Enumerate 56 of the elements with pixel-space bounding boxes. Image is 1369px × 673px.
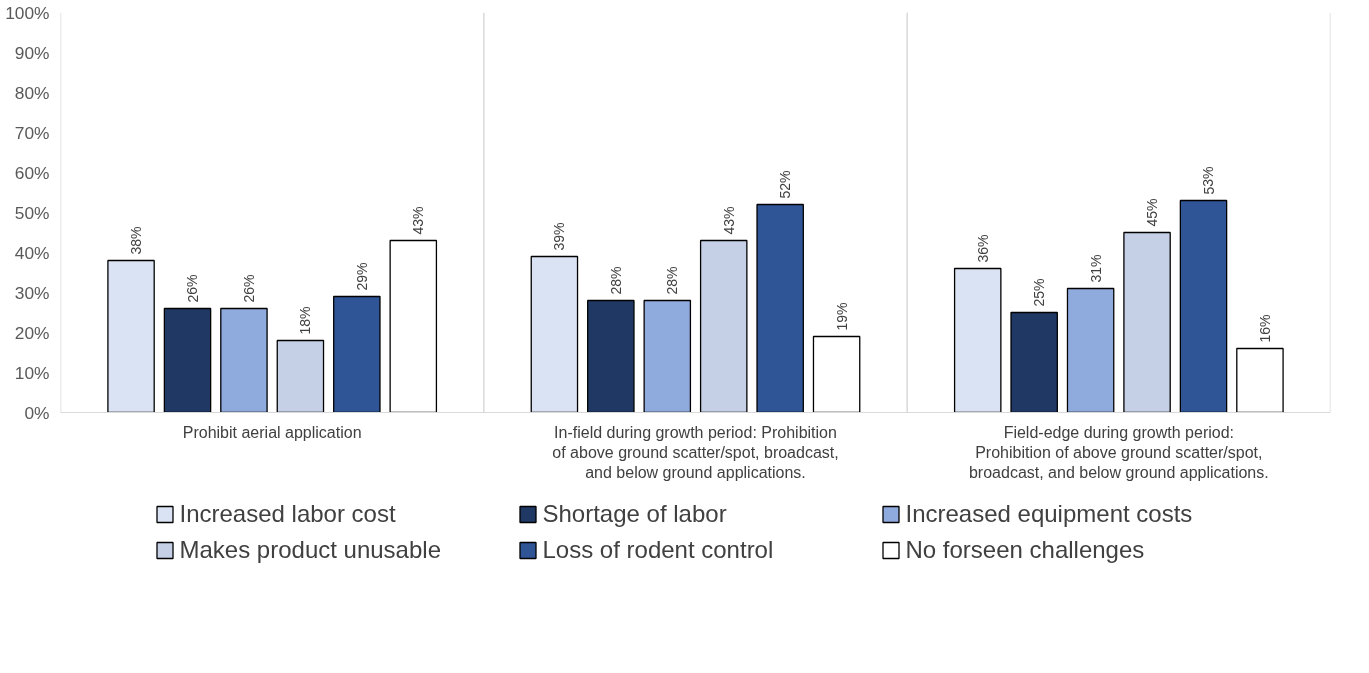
data-label: 18% <box>297 306 314 335</box>
y-tick-label: 20% <box>14 322 50 343</box>
data-label: 16% <box>1256 314 1273 343</box>
data-label: 53% <box>1200 166 1217 195</box>
bar <box>1236 347 1284 413</box>
y-tick-label: 50% <box>14 202 50 223</box>
data-label: 36% <box>974 234 991 263</box>
bar <box>530 255 579 413</box>
legend-label: Loss of rodent control <box>542 535 775 564</box>
bar <box>1123 231 1171 413</box>
y-tick-label: 40% <box>14 242 50 263</box>
bar <box>699 239 748 413</box>
data-label: 25% <box>1031 278 1048 307</box>
y-tick-label: 70% <box>14 122 50 143</box>
data-label: 52% <box>777 170 794 199</box>
data-label: 38% <box>128 226 145 255</box>
x-tick-label: In-field during growth period: Prohibition of above ground scatter/spot, broadcast, and below ground applications. <box>552 423 839 482</box>
data-label: 39% <box>551 222 568 251</box>
y-tick-label: 90% <box>14 42 50 63</box>
legend-label: Increased labor cost <box>179 499 397 528</box>
y-tick-label: 100% <box>5 2 50 23</box>
bar <box>1066 287 1115 413</box>
bar <box>107 259 155 413</box>
data-label: 31% <box>1087 254 1104 283</box>
bar <box>1010 311 1058 413</box>
legend-label: Makes product unusable <box>179 535 442 564</box>
bar <box>389 239 438 413</box>
legend-label: No forseen challenges <box>905 535 1146 564</box>
bar <box>643 299 692 413</box>
bar <box>276 339 325 413</box>
data-label: 28% <box>664 266 681 295</box>
bar <box>587 299 635 413</box>
data-label: 26% <box>240 274 257 303</box>
x-tick-label: Prohibit aerial application <box>182 423 362 441</box>
bar <box>756 203 804 413</box>
bar <box>163 307 212 413</box>
legend-label: Shortage of labor <box>542 499 728 528</box>
y-tick-label: 10% <box>14 362 50 383</box>
x-tick-label: Field-edge during growth period: Prohibition of above ground scatter/spot, broadcast, and below ground applications. <box>968 423 1269 482</box>
bar <box>1179 199 1228 413</box>
data-label: 19% <box>833 302 850 331</box>
bar <box>953 267 1002 413</box>
y-tick-label: 30% <box>14 282 50 303</box>
bar <box>220 307 268 413</box>
y-tick-label: 60% <box>14 162 50 183</box>
data-label: 29% <box>353 262 370 291</box>
data-label: 43% <box>720 206 737 235</box>
bar <box>812 335 861 413</box>
data-label: 28% <box>607 266 624 295</box>
legend-label: Increased equipment costs <box>905 499 1194 528</box>
data-label: 26% <box>184 274 201 303</box>
data-label: 45% <box>1144 198 1161 227</box>
y-tick-label: 80% <box>14 82 50 103</box>
y-tick-label: 0% <box>24 402 50 423</box>
data-label: 43% <box>410 206 427 235</box>
bar <box>333 295 381 413</box>
